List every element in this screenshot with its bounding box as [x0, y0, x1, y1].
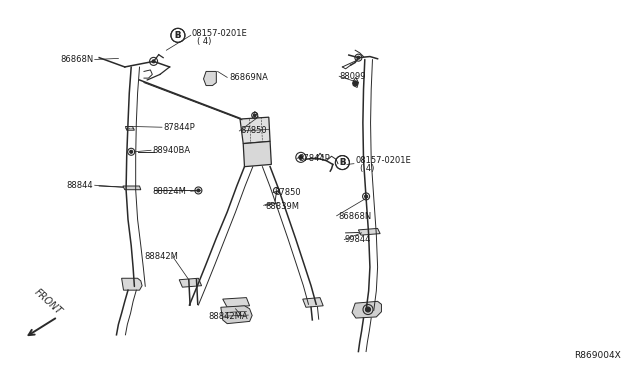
Text: 86868N: 86868N: [338, 212, 371, 221]
Polygon shape: [223, 298, 250, 307]
Text: 87844P: 87844P: [164, 123, 196, 132]
Circle shape: [253, 114, 256, 116]
Text: 88099: 88099: [339, 72, 365, 81]
Polygon shape: [240, 117, 270, 144]
Circle shape: [197, 189, 200, 192]
Polygon shape: [123, 186, 141, 190]
Text: FRONT: FRONT: [32, 287, 64, 317]
Text: 88844: 88844: [67, 181, 93, 190]
Text: 08157-0201E: 08157-0201E: [192, 29, 248, 38]
Text: 88839M: 88839M: [265, 202, 299, 211]
Text: 08157-0201E: 08157-0201E: [356, 156, 412, 165]
Text: 87850: 87850: [241, 126, 268, 135]
Text: 87844P: 87844P: [298, 154, 330, 163]
Text: 86869NA: 86869NA: [229, 73, 268, 82]
Text: ( 4): ( 4): [360, 164, 374, 173]
Text: 87850: 87850: [274, 188, 301, 197]
Polygon shape: [303, 298, 323, 307]
Circle shape: [130, 150, 132, 153]
Polygon shape: [243, 141, 271, 167]
Text: 88842MA: 88842MA: [209, 312, 248, 321]
Text: 88842M: 88842M: [145, 252, 179, 261]
Circle shape: [357, 56, 360, 59]
Circle shape: [365, 307, 371, 312]
Text: B: B: [339, 158, 346, 167]
Text: B: B: [175, 31, 181, 40]
Circle shape: [299, 155, 303, 159]
Polygon shape: [122, 278, 142, 290]
Text: 86868N: 86868N: [61, 55, 94, 64]
Text: R869004X: R869004X: [574, 351, 621, 360]
Polygon shape: [221, 306, 252, 324]
Text: 88824M: 88824M: [152, 187, 186, 196]
Text: B: B: [339, 158, 346, 167]
Polygon shape: [204, 71, 216, 86]
Circle shape: [365, 195, 367, 198]
Text: B: B: [175, 31, 181, 40]
Circle shape: [353, 81, 358, 86]
Text: 88940BA: 88940BA: [152, 146, 191, 155]
Polygon shape: [358, 228, 380, 235]
Polygon shape: [352, 301, 381, 318]
Polygon shape: [179, 278, 202, 287]
Text: 99844: 99844: [344, 235, 371, 244]
Polygon shape: [125, 126, 134, 130]
Circle shape: [152, 60, 155, 63]
Text: ( 4): ( 4): [197, 37, 211, 46]
